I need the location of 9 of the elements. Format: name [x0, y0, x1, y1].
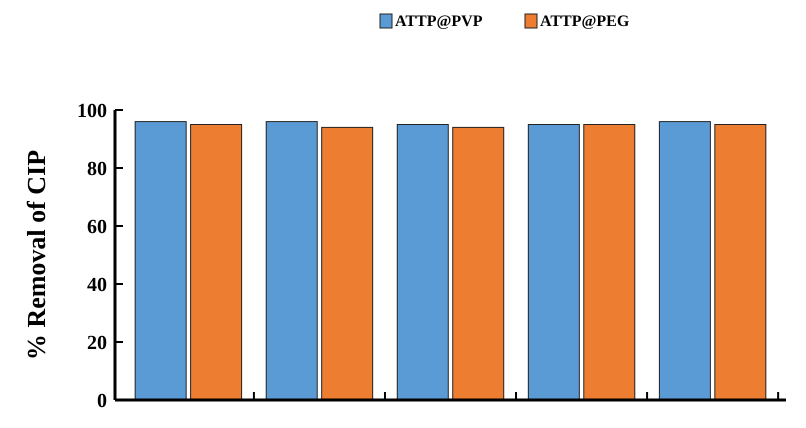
y-tick-label: 20	[87, 332, 107, 354]
y-tick-label: 80	[87, 158, 107, 180]
y-tick-label: 60	[87, 216, 107, 238]
y-tick-label: 100	[77, 100, 107, 122]
legend-label: ATTP@PEG	[540, 13, 630, 30]
legend-label: ATTP@PVP	[395, 13, 483, 30]
y-tick-label: 40	[87, 274, 107, 296]
y-tick-label: 0	[97, 390, 107, 412]
y-axis-title: % Removal of CIP	[22, 150, 51, 360]
